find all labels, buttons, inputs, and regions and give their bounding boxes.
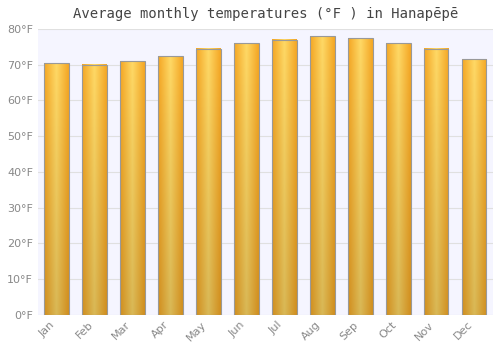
Bar xyxy=(462,60,486,315)
Bar xyxy=(348,38,372,315)
Bar xyxy=(120,61,145,315)
Bar xyxy=(82,65,107,315)
Bar xyxy=(424,49,448,315)
Bar xyxy=(272,40,296,315)
Bar xyxy=(158,56,183,315)
Bar xyxy=(310,36,334,315)
Title: Average monthly temperatures (°F ) in Hanapēpē: Average monthly temperatures (°F ) in Ha… xyxy=(73,7,458,21)
Bar xyxy=(196,49,221,315)
Bar xyxy=(44,63,69,315)
Bar xyxy=(234,43,259,315)
Bar xyxy=(386,43,410,315)
